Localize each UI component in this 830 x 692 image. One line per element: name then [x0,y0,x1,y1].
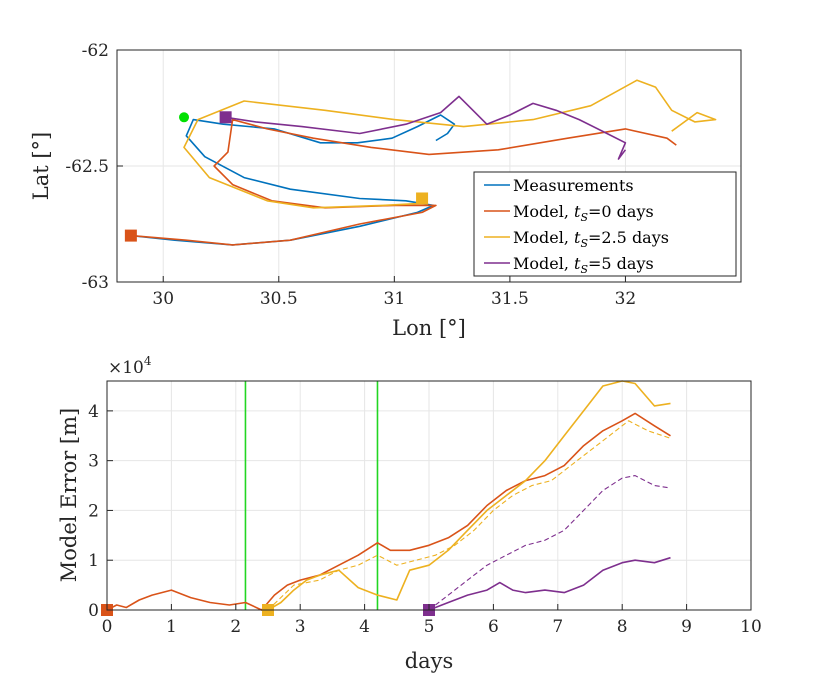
series-model-t-s-5-days [428,556,671,611]
trajectory-series [130,79,717,246]
x-tick-label: 6 [488,617,499,637]
error-chart: 0 1 2 3 4 5 6 7 8 9 10 0 1 2 3 4 ×104 days Model Error … [57,354,762,673]
series-model-t-s-2-5-days [183,79,717,209]
x-tick-label: 7 [552,617,563,637]
x-tick-label: 2 [230,617,241,637]
series-model-t-s-2-5-days [267,380,671,611]
y-tick-label: -62.5 [65,157,109,177]
x-tick-label: 0 [102,617,113,637]
marker-model-t-s-5-days [219,111,232,124]
error-vlines [244,381,379,610]
legend-box [473,171,737,277]
series-model-t-s-5-days-dashed [428,475,671,611]
x-tick-label: 30.5 [260,289,298,309]
error-grid [106,381,752,611]
series-model-t-s-0-days [130,118,677,246]
series-measurements [130,114,456,246]
legend-label-model-t5: Model, tS=5 days [513,254,654,276]
series-model-t-s-0-days [106,412,671,611]
y-tick-label: 3 [88,452,99,472]
trajectory-xlabel: Lon [°] [392,316,466,340]
marker-model-t-s-2-5-days [416,192,429,205]
y-tick-label: -62 [82,41,109,61]
trajectory-ticks: 30 30.5 31 31.5 32 -62 -62.5 -63 [65,41,636,309]
trajectory-markers [124,111,429,242]
x-tick-label: 4 [359,617,370,637]
x-tick-label: 31.5 [491,289,529,309]
legend: Measurements Model, tS=0 days Model, tS=… [473,171,737,277]
error-ticks: 0 1 2 3 4 5 6 7 8 9 10 0 1 2 3 4 [88,402,762,637]
x-tick-label: 9 [681,617,692,637]
y-tick-label: 1 [88,551,99,571]
series-model-t-s-2-5-days-dashed [267,420,671,611]
trajectory-ylabel: Lat [°] [29,132,53,200]
x-tick-label: 5 [424,617,435,637]
x-tick-label: 30 [152,289,174,309]
trajectory-chart: 30 30.5 31 31.5 32 -62 -62.5 -63 Lon [°] Lat [°… [29,41,742,340]
y-tick-label: -63 [82,273,109,293]
legend-label-model-t25: Model, tS=2.5 days [513,228,669,250]
start-point-marker [179,112,190,123]
x-tick-label: 1 [166,617,177,637]
y-tick-label: 2 [88,501,99,521]
error-xlabel: days [405,649,454,673]
legend-label-model-t0: Model, tS=0 days [513,202,654,224]
error-series [106,380,671,611]
y-tick-label: 0 [88,601,99,621]
y-tick-label: 4 [88,402,99,422]
marker-model-t-s-0-days [124,229,137,242]
x-tick-label: 31 [384,289,406,309]
x-tick-label: 32 [615,289,637,309]
error-exponent-label: ×104 [108,354,152,378]
x-tick-label: 3 [295,617,306,637]
x-tick-label: 10 [740,617,762,637]
error-ylabel: Model Error [m] [57,408,81,582]
legend-label-measurements: Measurements [513,176,634,195]
series-model-t-s-5-days [225,95,627,160]
x-tick-label: 8 [617,617,628,637]
